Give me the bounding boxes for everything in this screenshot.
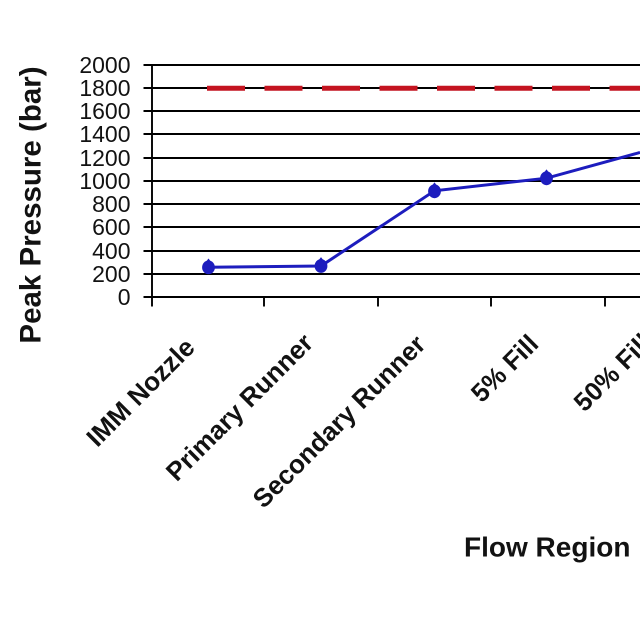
svg-text:600: 600 — [92, 214, 130, 240]
svg-text:1800: 1800 — [79, 75, 130, 101]
svg-text:2000: 2000 — [79, 52, 130, 78]
svg-text:0: 0 — [118, 284, 131, 310]
svg-text:Flow Region: Flow Region — [464, 532, 630, 563]
svg-text:1000: 1000 — [79, 168, 130, 194]
svg-text:200: 200 — [92, 261, 130, 287]
svg-text:1200: 1200 — [79, 145, 130, 171]
svg-text:1400: 1400 — [79, 121, 130, 147]
svg-text:800: 800 — [92, 191, 130, 217]
svg-text:400: 400 — [92, 238, 130, 264]
svg-text:Peak Pressure (bar): Peak Pressure (bar) — [15, 66, 48, 343]
svg-text:1600: 1600 — [79, 98, 130, 124]
